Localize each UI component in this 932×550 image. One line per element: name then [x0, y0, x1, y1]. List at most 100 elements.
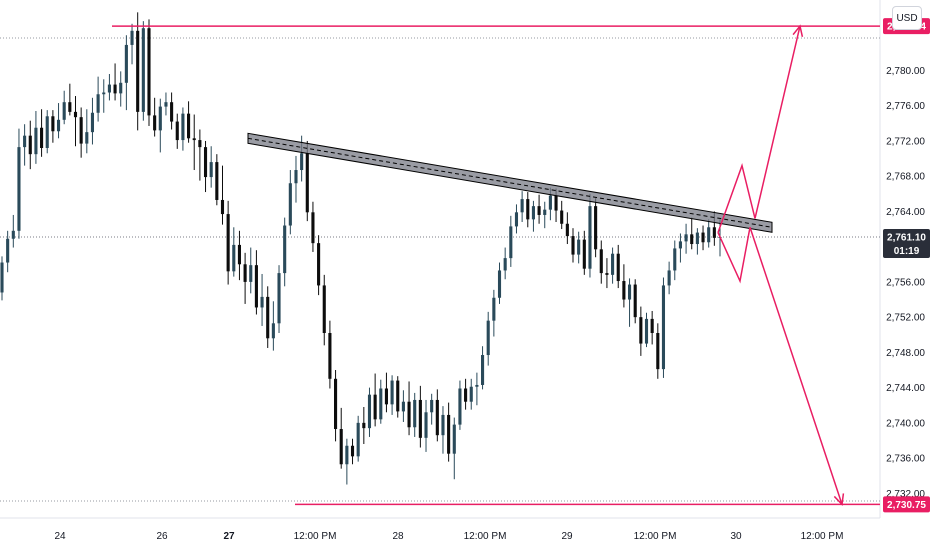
- candle-body: [175, 121, 179, 141]
- candle-body: [503, 258, 507, 271]
- candle-body: [678, 241, 682, 249]
- candle-body: [181, 113, 185, 141]
- candle-body: [23, 135, 27, 148]
- candle-body: [11, 230, 15, 239]
- candle-body: [130, 30, 134, 45]
- current-price-badge[interactable]: [883, 228, 930, 258]
- candle-body: [396, 380, 400, 412]
- candle-body: [68, 102, 72, 112]
- y-tick-label: 2,776.00: [886, 101, 925, 112]
- resistance-channel[interactable]: [247, 132, 773, 233]
- candle-body: [79, 117, 83, 144]
- candle-body: [203, 147, 208, 178]
- candle-body: [520, 199, 524, 213]
- currency-selector[interactable]: USD: [892, 6, 922, 30]
- candle-body: [209, 162, 213, 178]
- candle-body: [441, 414, 445, 436]
- candle-body: [458, 388, 462, 425]
- candle-body: [548, 195, 552, 210]
- candle-body: [113, 84, 117, 94]
- candle-body: [17, 147, 21, 231]
- candle-body: [413, 399, 417, 428]
- candle-body: [215, 162, 219, 200]
- candle-body: [362, 422, 366, 429]
- support-price-badge-text: 2,730.75: [887, 500, 926, 511]
- y-tick-label: 2,764.00: [886, 207, 925, 218]
- x-tick-label: 29: [561, 531, 573, 542]
- candle-body: [611, 253, 615, 275]
- candle-body: [34, 127, 38, 155]
- candle-body: [124, 44, 128, 83]
- candle-body: [656, 333, 660, 370]
- y-tick-label: 2,736.00: [886, 454, 925, 465]
- candle-body: [475, 384, 479, 387]
- bullish-arrow-head: [792, 24, 804, 37]
- candle-body: [158, 106, 162, 131]
- candle-body: [232, 244, 236, 272]
- candle-body: [492, 297, 496, 321]
- candle-body: [339, 429, 343, 465]
- candle-body: [288, 183, 292, 226]
- candle-body: [627, 284, 632, 300]
- candle-body: [198, 140, 202, 148]
- bearish-arrow-head: [833, 493, 845, 506]
- candle-body: [701, 232, 705, 243]
- candle-body: [661, 285, 666, 370]
- candle-body: [283, 225, 287, 274]
- support-price-badge[interactable]: [883, 496, 930, 513]
- x-tick-label: 12:00 PM: [801, 531, 844, 542]
- candle-body: [305, 153, 309, 213]
- candle-body: [107, 84, 111, 93]
- candle-body: [0, 262, 4, 293]
- candle-body: [192, 138, 196, 141]
- x-tick-label: 12:00 PM: [634, 531, 677, 542]
- x-tick-label: 24: [54, 531, 66, 542]
- candle-body: [40, 127, 44, 148]
- candle-body: [350, 445, 355, 457]
- candle-body: [220, 199, 225, 215]
- candle-body: [526, 199, 530, 220]
- candle-body: [6, 238, 10, 263]
- candle-body: [300, 153, 304, 171]
- candle-body: [537, 206, 541, 215]
- candle-body: [96, 94, 100, 113]
- y-tick-label: 2,732.00: [886, 489, 925, 500]
- candle-body: [509, 226, 513, 259]
- candle-body: [153, 115, 157, 131]
- candle-body: [673, 248, 677, 271]
- candle-body: [560, 210, 564, 224]
- candle-body: [345, 445, 349, 465]
- candle-body: [226, 214, 230, 272]
- candle-body: [469, 386, 473, 402]
- candle-body: [254, 265, 258, 308]
- candle-body: [616, 253, 620, 282]
- candle-body: [164, 102, 168, 107]
- candle-body: [695, 232, 699, 245]
- candle-body: [577, 239, 581, 255]
- current-price-text: 2,761.10: [887, 232, 926, 243]
- candle-body: [311, 212, 315, 244]
- candle-body: [690, 234, 694, 245]
- bearish-projection-path[interactable]: [717, 227, 843, 505]
- candle-body: [90, 112, 95, 133]
- candle-body: [667, 270, 671, 286]
- candle-body: [294, 170, 298, 184]
- candle-body: [141, 28, 145, 112]
- candle-body: [85, 132, 89, 144]
- candle-body: [497, 270, 502, 298]
- candle-body: [588, 206, 592, 269]
- candle-body: [435, 399, 439, 436]
- candle-body: [452, 424, 456, 454]
- candle-body: [147, 28, 151, 116]
- candle-body: [571, 236, 575, 255]
- candle-body: [712, 227, 716, 238]
- bullish-projection-path[interactable]: [717, 25, 801, 233]
- candle-body: [62, 102, 66, 120]
- candle-body: [464, 388, 468, 402]
- candle-body: [650, 318, 654, 333]
- candle-body: [418, 399, 422, 438]
- candle-body: [73, 111, 78, 118]
- y-tick-label: 2,756.00: [886, 277, 925, 288]
- candle-body: [45, 116, 49, 148]
